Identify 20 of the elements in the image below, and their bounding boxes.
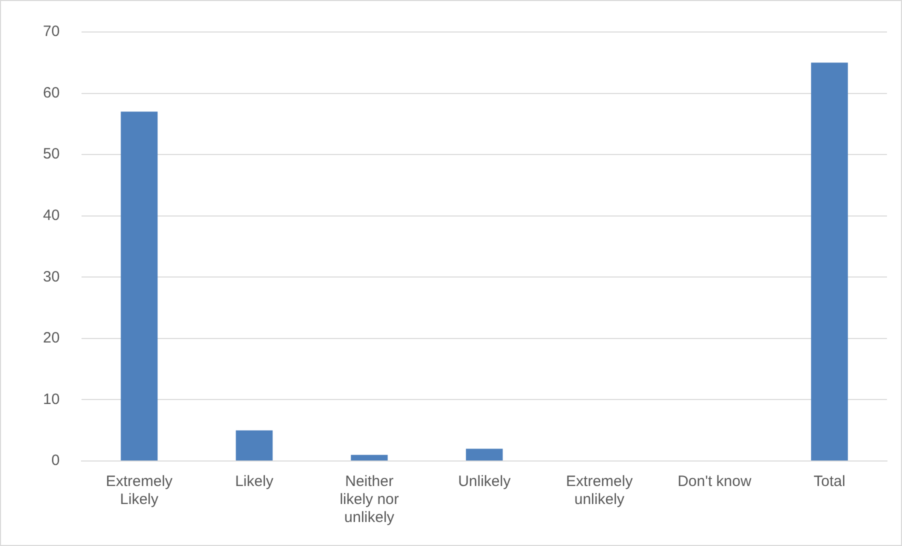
x-tick-label: Don't know xyxy=(678,473,752,490)
y-tick-label: 0 xyxy=(51,452,60,470)
y-tick-label: 70 xyxy=(42,23,60,40)
bar xyxy=(466,448,503,460)
x-tick-label: Extremely Likely xyxy=(106,473,174,508)
x-tick-label: Total xyxy=(814,473,846,490)
bar xyxy=(120,112,158,460)
x-tick-label: Neither likely nor unlikely xyxy=(340,473,399,526)
bar xyxy=(236,430,273,460)
y-tick-label: 20 xyxy=(42,330,60,347)
bar xyxy=(350,454,388,460)
x-tick-label: Likely xyxy=(235,473,274,490)
y-tick-label: 60 xyxy=(42,84,60,102)
y-tick-label: 30 xyxy=(42,268,60,286)
x-tick-label: Unlikely xyxy=(458,473,512,490)
y-tick-label: 40 xyxy=(42,207,60,224)
bar xyxy=(811,62,848,460)
y-tick-label: 50 xyxy=(42,146,60,163)
x-tick-label: Extremely unlikely xyxy=(566,473,634,508)
y-tick-label: 10 xyxy=(42,390,60,408)
